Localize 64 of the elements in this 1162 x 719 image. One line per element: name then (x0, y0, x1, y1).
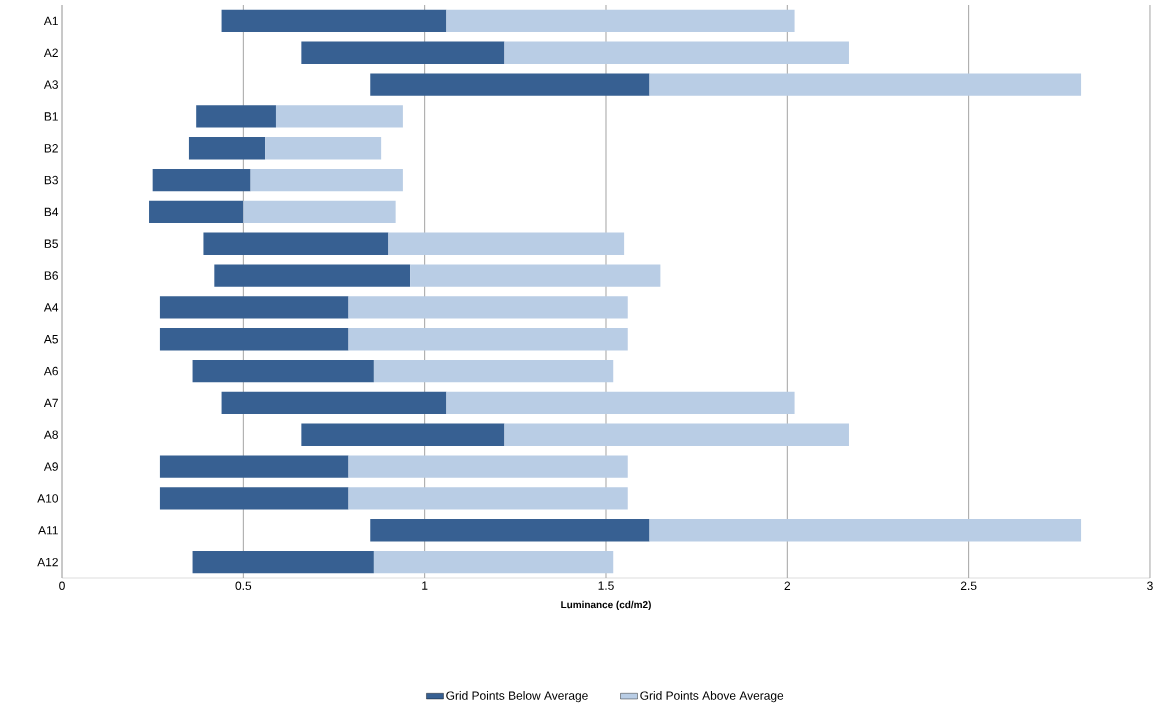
bar (192, 550, 374, 574)
bar (446, 9, 795, 33)
legend-label: Grid Points Below Average (446, 691, 588, 703)
bar (159, 328, 349, 351)
y-tick-label: A4 (43, 303, 59, 312)
x-tick-label: 0 (59, 581, 65, 590)
y-tick-label: A5 (43, 335, 58, 344)
y-tick-label: A1 (43, 16, 58, 26)
x-tick-label: 2.5 (960, 581, 977, 590)
bar (203, 232, 389, 255)
x-axis-title: Luminance (cd/m2) (561, 600, 651, 611)
bar (370, 519, 650, 542)
bar (388, 232, 625, 255)
x-tick-label: 1 (422, 581, 428, 590)
y-tick-label: B2 (44, 144, 58, 153)
bar (373, 550, 614, 574)
y-tick-label: A6 (43, 366, 58, 376)
bar (159, 296, 349, 319)
bar (159, 487, 349, 510)
x-tick-label: 1.5 (598, 581, 614, 590)
bar (504, 41, 849, 64)
legend-label: Grid Points Above Average (640, 691, 784, 703)
bar (250, 168, 403, 192)
bar (221, 9, 447, 33)
y-tick-label: A10 (37, 494, 59, 503)
y-tick-label: A2 (43, 48, 58, 57)
bar (188, 137, 266, 160)
bar (275, 105, 403, 128)
bar (152, 168, 251, 192)
bar (348, 296, 628, 319)
bar (301, 423, 505, 446)
x-tick-label: 0.5 (235, 581, 252, 590)
y-tick-label: B4 (44, 207, 59, 217)
y-tick-label: B5 (44, 239, 58, 248)
y-tick-label: A9 (43, 462, 58, 471)
bar (373, 359, 614, 383)
bar (504, 423, 849, 446)
bar (649, 73, 1082, 96)
y-tick-label: B6 (44, 271, 58, 280)
bar (265, 137, 382, 160)
bar (221, 391, 447, 415)
bar (214, 264, 411, 287)
y-tick-label: A8 (43, 430, 58, 439)
bar (370, 73, 650, 96)
y-tick-label: A7 (43, 398, 58, 408)
y-tick-label: A12 (37, 557, 58, 567)
y-tick-label: A3 (43, 80, 58, 89)
bar (149, 200, 244, 224)
y-tick-label: B3 (44, 175, 58, 185)
x-tick-label: 2 (784, 581, 791, 590)
y-tick-label: B1 (44, 112, 58, 121)
bar (446, 391, 795, 415)
bar (243, 200, 396, 224)
y-tick-label: A11 (38, 526, 58, 535)
bar (196, 105, 276, 128)
x-tick-label: 3 (1147, 581, 1153, 590)
bar (301, 41, 505, 64)
bar (410, 264, 661, 287)
bar (348, 487, 628, 510)
bar (348, 455, 628, 478)
bar (159, 455, 349, 478)
bar (348, 328, 628, 351)
bar (192, 359, 374, 383)
bar (649, 519, 1082, 542)
